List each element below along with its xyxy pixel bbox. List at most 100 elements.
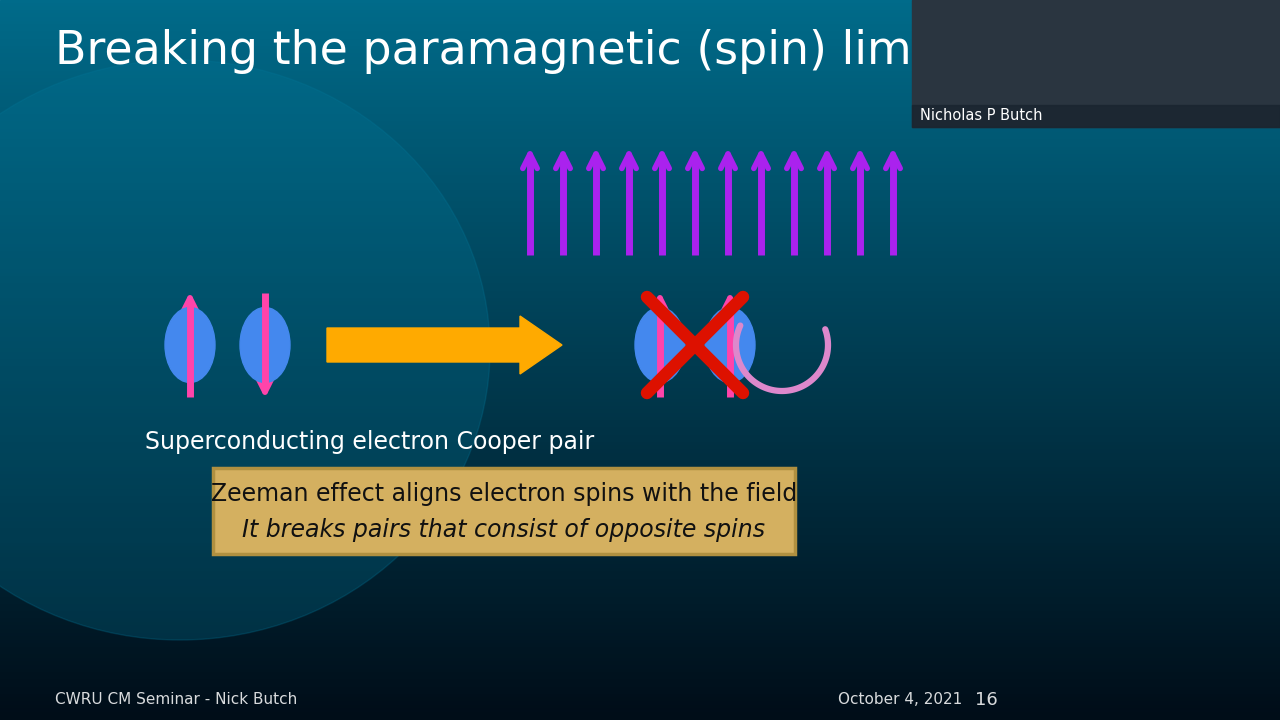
Bar — [0, 522, 1280, 526]
Bar — [0, 500, 1280, 505]
Bar — [0, 331, 1280, 336]
Bar — [0, 389, 1280, 393]
Bar — [0, 119, 1280, 123]
Bar — [0, 432, 1280, 436]
Bar — [0, 212, 1280, 217]
Bar — [0, 97, 1280, 102]
Bar — [0, 709, 1280, 714]
Bar — [0, 284, 1280, 289]
Bar — [0, 266, 1280, 271]
Bar — [0, 4, 1280, 8]
Bar — [0, 47, 1280, 51]
Bar — [0, 378, 1280, 382]
Bar — [0, 227, 1280, 231]
Bar — [0, 544, 1280, 548]
Bar — [0, 108, 1280, 112]
Bar — [0, 169, 1280, 174]
Bar — [0, 335, 1280, 339]
Bar — [0, 270, 1280, 274]
Bar — [0, 292, 1280, 296]
Bar — [0, 274, 1280, 278]
Bar — [0, 421, 1280, 426]
Bar — [0, 529, 1280, 534]
Bar — [0, 551, 1280, 555]
Bar — [0, 684, 1280, 688]
Bar — [0, 223, 1280, 228]
Bar — [0, 277, 1280, 282]
Bar — [0, 374, 1280, 379]
Bar — [0, 371, 1280, 375]
Bar — [0, 0, 1280, 4]
Bar — [0, 234, 1280, 238]
Bar — [0, 637, 1280, 642]
Bar — [0, 256, 1280, 260]
Bar — [0, 569, 1280, 573]
Bar — [0, 482, 1280, 487]
Bar — [0, 547, 1280, 552]
Bar — [0, 61, 1280, 66]
Text: Nicholas P Butch: Nicholas P Butch — [920, 109, 1042, 124]
Bar — [0, 187, 1280, 192]
Bar — [0, 472, 1280, 476]
Bar — [0, 450, 1280, 454]
Ellipse shape — [0, 60, 490, 640]
Bar — [0, 76, 1280, 80]
Bar — [0, 598, 1280, 602]
Bar — [0, 317, 1280, 321]
FancyBboxPatch shape — [212, 468, 795, 554]
Bar — [0, 115, 1280, 120]
Bar — [0, 349, 1280, 354]
Bar — [0, 353, 1280, 357]
Bar — [0, 594, 1280, 598]
Bar — [0, 72, 1280, 76]
Bar — [0, 162, 1280, 166]
Bar — [0, 533, 1280, 537]
Bar — [0, 414, 1280, 418]
Bar — [0, 137, 1280, 141]
Bar — [0, 677, 1280, 681]
Text: 16: 16 — [975, 691, 997, 709]
Bar — [0, 112, 1280, 116]
Bar — [0, 554, 1280, 559]
Bar — [0, 342, 1280, 346]
Text: It breaks pairs that consist of opposite spins: It breaks pairs that consist of opposite… — [242, 518, 765, 542]
Bar — [0, 652, 1280, 656]
Bar — [0, 151, 1280, 156]
Text: October 4, 2021: October 4, 2021 — [838, 693, 963, 708]
Bar — [0, 634, 1280, 638]
Bar — [0, 630, 1280, 634]
Bar — [0, 382, 1280, 386]
Bar — [0, 457, 1280, 462]
Bar — [0, 565, 1280, 570]
Bar — [0, 562, 1280, 566]
Bar — [0, 25, 1280, 30]
Bar — [0, 713, 1280, 717]
Bar — [0, 428, 1280, 433]
Bar — [0, 583, 1280, 588]
Bar — [0, 461, 1280, 465]
Bar — [0, 281, 1280, 285]
Bar — [0, 346, 1280, 350]
Bar — [0, 612, 1280, 616]
Bar — [0, 410, 1280, 415]
Bar — [0, 688, 1280, 692]
Bar — [0, 241, 1280, 246]
Bar — [0, 158, 1280, 163]
Bar — [0, 396, 1280, 400]
Bar — [0, 641, 1280, 645]
Bar — [0, 702, 1280, 706]
Bar — [0, 191, 1280, 195]
Bar — [0, 464, 1280, 469]
Bar — [0, 202, 1280, 206]
Bar — [0, 400, 1280, 404]
Bar — [0, 126, 1280, 130]
Bar — [0, 504, 1280, 508]
Bar — [0, 180, 1280, 184]
Bar — [0, 439, 1280, 444]
Bar — [0, 468, 1280, 472]
Bar — [0, 36, 1280, 40]
Bar — [0, 32, 1280, 37]
Bar — [0, 508, 1280, 512]
Bar — [0, 619, 1280, 624]
Bar — [0, 155, 1280, 159]
